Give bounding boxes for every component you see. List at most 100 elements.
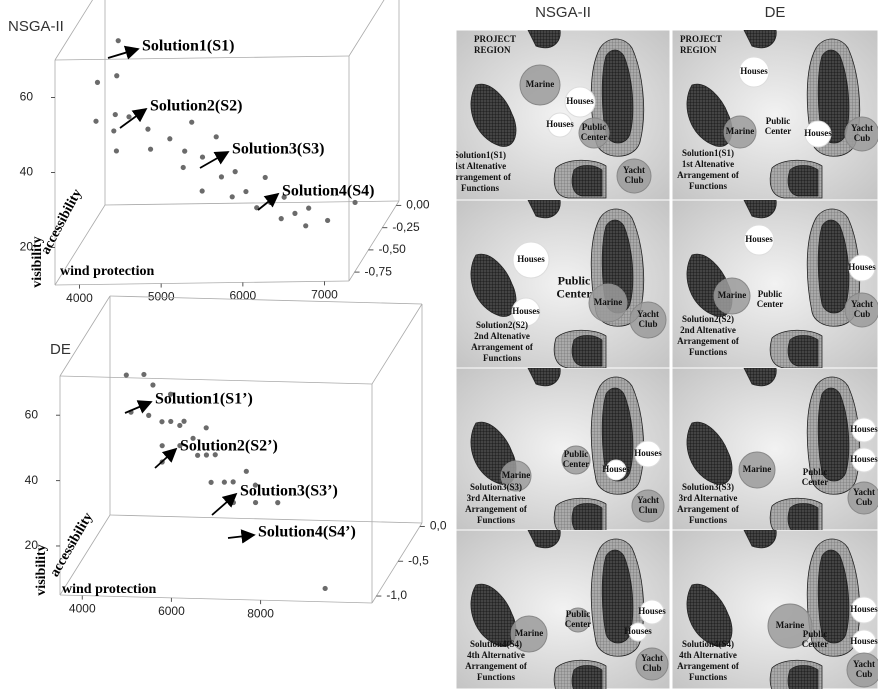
- caption: Solution1(S1): [682, 148, 734, 158]
- y-tick-label: 20: [20, 240, 34, 254]
- point: [306, 205, 312, 211]
- place-label: Public: [803, 629, 828, 639]
- point: [126, 114, 132, 120]
- annotation: Solution2(S2): [150, 98, 242, 115]
- caption: Functions: [689, 515, 728, 525]
- caption: Arrangement of: [449, 172, 512, 182]
- land-block: [470, 83, 517, 147]
- x-tick-label: 4000: [69, 602, 96, 616]
- point: [115, 38, 121, 44]
- place-label: Club: [624, 175, 643, 185]
- point: [177, 442, 183, 449]
- point: [278, 216, 284, 222]
- place-label: Marine: [743, 464, 772, 474]
- land-block: [743, 368, 777, 387]
- region-label: REGION: [474, 45, 511, 55]
- place-label: Yacht: [641, 653, 663, 663]
- y-axis-label: visibility: [34, 544, 49, 595]
- place-label: Marine: [726, 126, 755, 136]
- place-label: Houses: [512, 306, 540, 316]
- box-edge: [59, 594, 373, 604]
- place-circle: [743, 224, 775, 256]
- place-circle: [510, 615, 548, 653]
- point: [93, 118, 99, 124]
- point: [203, 452, 210, 458]
- place-label: Club: [642, 663, 661, 673]
- box-edge: [348, 200, 400, 282]
- point: [150, 382, 156, 388]
- place-label: Houses: [850, 454, 878, 464]
- x-tick-label: 6000: [229, 289, 256, 303]
- caption: Solution3(S3): [682, 482, 734, 492]
- region-label: REGION: [680, 45, 717, 55]
- box-edge: [59, 375, 373, 385]
- point: [113, 148, 120, 154]
- caption: 2nd Altenative: [474, 331, 530, 341]
- place-circle: [631, 489, 665, 523]
- place-label: Public: [564, 449, 589, 459]
- point: [182, 148, 188, 154]
- point: [177, 422, 183, 429]
- point: [230, 479, 236, 485]
- place-circle: [565, 607, 591, 633]
- annotation: Solution4(S4’): [258, 524, 356, 541]
- place-circle: [547, 112, 573, 138]
- x-tick-label: 8000: [247, 606, 274, 620]
- caption: Functions: [477, 515, 516, 525]
- place-circle: [561, 445, 591, 475]
- place-label: Marine: [718, 290, 747, 300]
- place-label: Houses: [850, 636, 878, 646]
- z-tick-label: -0,25: [392, 220, 420, 234]
- point: [252, 499, 259, 506]
- caption: Solution3(S3): [470, 482, 522, 492]
- place-label: Houses: [566, 96, 594, 106]
- caption: Solution2(S2): [476, 320, 528, 330]
- place-circle: [847, 481, 878, 515]
- annotation-arrow: [211, 492, 238, 516]
- place-label: Yacht: [851, 123, 873, 133]
- place-label: Public: [582, 122, 607, 132]
- place-label: Houses: [745, 234, 773, 244]
- x-axis-label: wind protection: [60, 264, 154, 279]
- place-label: Houses: [517, 254, 545, 264]
- place-circle: [713, 277, 751, 315]
- point: [181, 418, 187, 424]
- point: [147, 146, 154, 152]
- place-circle: [846, 652, 878, 688]
- place-label: Yacht: [851, 299, 873, 309]
- place-circle: [804, 120, 832, 148]
- land-block: [787, 665, 819, 689]
- place-label: Yacht: [853, 659, 875, 669]
- place-label: Houses: [638, 606, 666, 616]
- point: [159, 443, 165, 449]
- place-label: Yacht: [853, 487, 875, 497]
- caption: Solution4(S4): [470, 639, 522, 649]
- point: [167, 136, 173, 142]
- point: [212, 452, 218, 458]
- place-label: Houses: [624, 626, 652, 636]
- land-block: [686, 421, 733, 485]
- place-label: Marine: [502, 470, 531, 480]
- place-circle: [616, 158, 652, 194]
- point: [123, 372, 129, 378]
- annotation-arrow: [119, 107, 148, 129]
- caption: Functions: [689, 181, 728, 191]
- point: [195, 452, 201, 458]
- place-label: Cub: [856, 497, 873, 507]
- place-label: Houses: [850, 604, 878, 614]
- y-tick-label: 40: [20, 165, 34, 179]
- point: [322, 585, 328, 592]
- place-label: Marine: [515, 628, 544, 638]
- place-label: Center: [563, 459, 590, 469]
- caption: 1st Altenative: [454, 161, 506, 171]
- point: [243, 188, 249, 195]
- region-label: PROJECT: [680, 34, 722, 44]
